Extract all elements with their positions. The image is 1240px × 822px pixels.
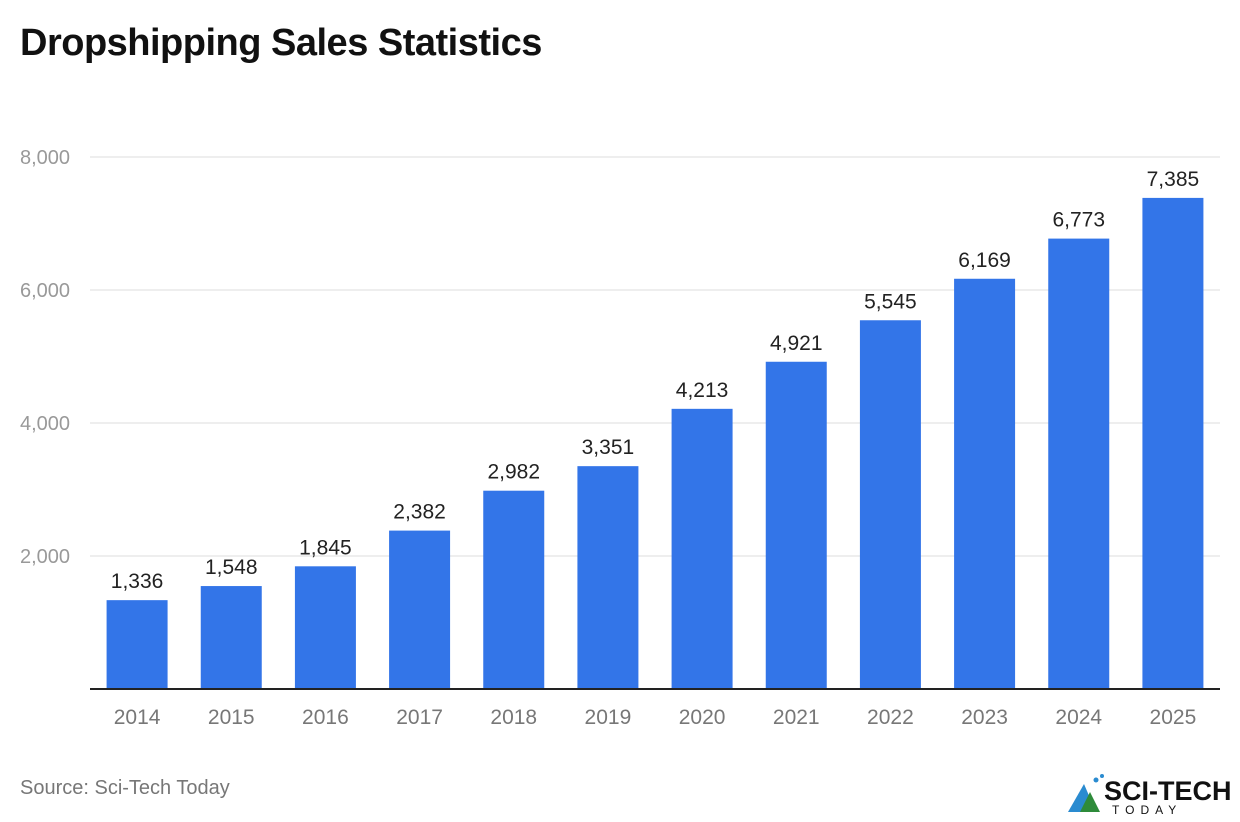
x-tick-label: 2014 (114, 706, 161, 729)
bar-2019 (577, 466, 639, 689)
bar-2024 (1048, 238, 1110, 689)
bar-2014 (106, 600, 168, 689)
data-label: 2,382 (393, 501, 446, 524)
x-tick-label: 2017 (396, 706, 443, 729)
chart-title: Dropshipping Sales Statistics (20, 22, 542, 64)
x-tick-label: 2023 (961, 706, 1008, 729)
data-label: 6,773 (1052, 209, 1105, 232)
bar-2020 (671, 408, 733, 689)
data-label: 4,213 (676, 379, 729, 402)
bar-2016 (294, 566, 356, 689)
data-label: 6,169 (958, 249, 1011, 272)
x-tick-label: 2015 (208, 706, 255, 729)
bar-2021 (765, 361, 827, 689)
y-tick-label: 4,000 (20, 413, 70, 435)
x-tick-label: 2021 (773, 706, 820, 729)
x-tick-label: 2018 (490, 706, 537, 729)
logo-text-sub: TODAY (1112, 803, 1182, 816)
data-label: 7,385 (1147, 168, 1200, 191)
source-note: Source: Sci-Tech Today (20, 777, 230, 799)
x-tick-label: 2016 (302, 706, 349, 729)
y-tick-label: 6,000 (20, 280, 70, 302)
y-tick-label: 2,000 (20, 546, 70, 568)
bar-2023 (954, 278, 1016, 689)
bar-2018 (483, 490, 545, 689)
data-label: 1,548 (205, 556, 258, 579)
bar-chart: 2,000 4,000 6,000 8,000 1,336 2014 1,548 2015 1,… (20, 147, 1220, 729)
bar-2025 (1142, 197, 1204, 689)
x-tick-label: 2020 (679, 706, 726, 729)
bar-2022 (859, 320, 921, 689)
sci-tech-today-logo: SCI-TECH TODAY (1068, 774, 1232, 816)
data-label: 3,351 (582, 436, 635, 459)
x-tick-label: 2019 (585, 706, 632, 729)
data-label: 2,982 (487, 461, 540, 484)
bar-2017 (389, 530, 451, 689)
x-tick-label: 2025 (1150, 706, 1197, 729)
bar-2015 (200, 586, 262, 689)
data-label: 5,545 (864, 290, 917, 313)
y-tick-label: 8,000 (20, 147, 70, 169)
x-tick-label: 2022 (867, 706, 914, 729)
data-label: 1,845 (299, 536, 352, 559)
x-tick-label: 2024 (1055, 706, 1102, 729)
logo-text-main: SCI-TECH (1104, 776, 1232, 806)
data-label: 4,921 (770, 332, 823, 355)
data-label: 1,336 (111, 570, 164, 593)
